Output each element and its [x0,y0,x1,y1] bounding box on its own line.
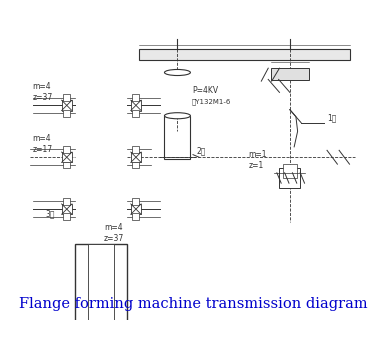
Bar [88,244,114,343]
Bar [164,116,190,159]
Text: P=4KV: P=4KV [192,86,218,95]
Ellipse shape [164,70,190,75]
Text: 1轴: 1轴 [327,114,336,123]
Text: 2轴: 2轴 [196,147,206,156]
Text: Flange forming machine transmission diagram: Flange forming machine transmission diag… [19,297,367,311]
Bar [62,152,72,163]
Bar [132,162,139,168]
Bar [63,146,70,153]
Bar [132,198,139,205]
Ellipse shape [164,113,190,119]
Bar [63,94,70,101]
Bar [63,162,70,168]
Bar [131,100,141,110]
Bar [132,146,139,153]
Bar [62,204,72,214]
Bar [62,100,72,110]
Text: m=4
z=37: m=4 z=37 [104,223,124,244]
Text: 3轴: 3轴 [45,209,55,218]
Text: 型Y132M1-6: 型Y132M1-6 [192,98,232,105]
Text: m=4
z=17: m=4 z=17 [32,134,52,154]
Bar [132,213,139,220]
Bar [63,213,70,220]
Bar [139,49,350,60]
Bar [131,152,141,163]
Bar [63,110,70,117]
Bar [63,198,70,205]
Text: m=4
z=37: m=4 z=37 [32,82,52,103]
Bar [75,244,127,343]
Bar [132,94,139,101]
Bar [279,168,300,188]
Bar [131,204,141,214]
Bar [283,164,297,178]
Bar [132,110,139,117]
Text: m=1
z=1: m=1 z=1 [248,150,267,170]
Bar [271,68,309,80]
